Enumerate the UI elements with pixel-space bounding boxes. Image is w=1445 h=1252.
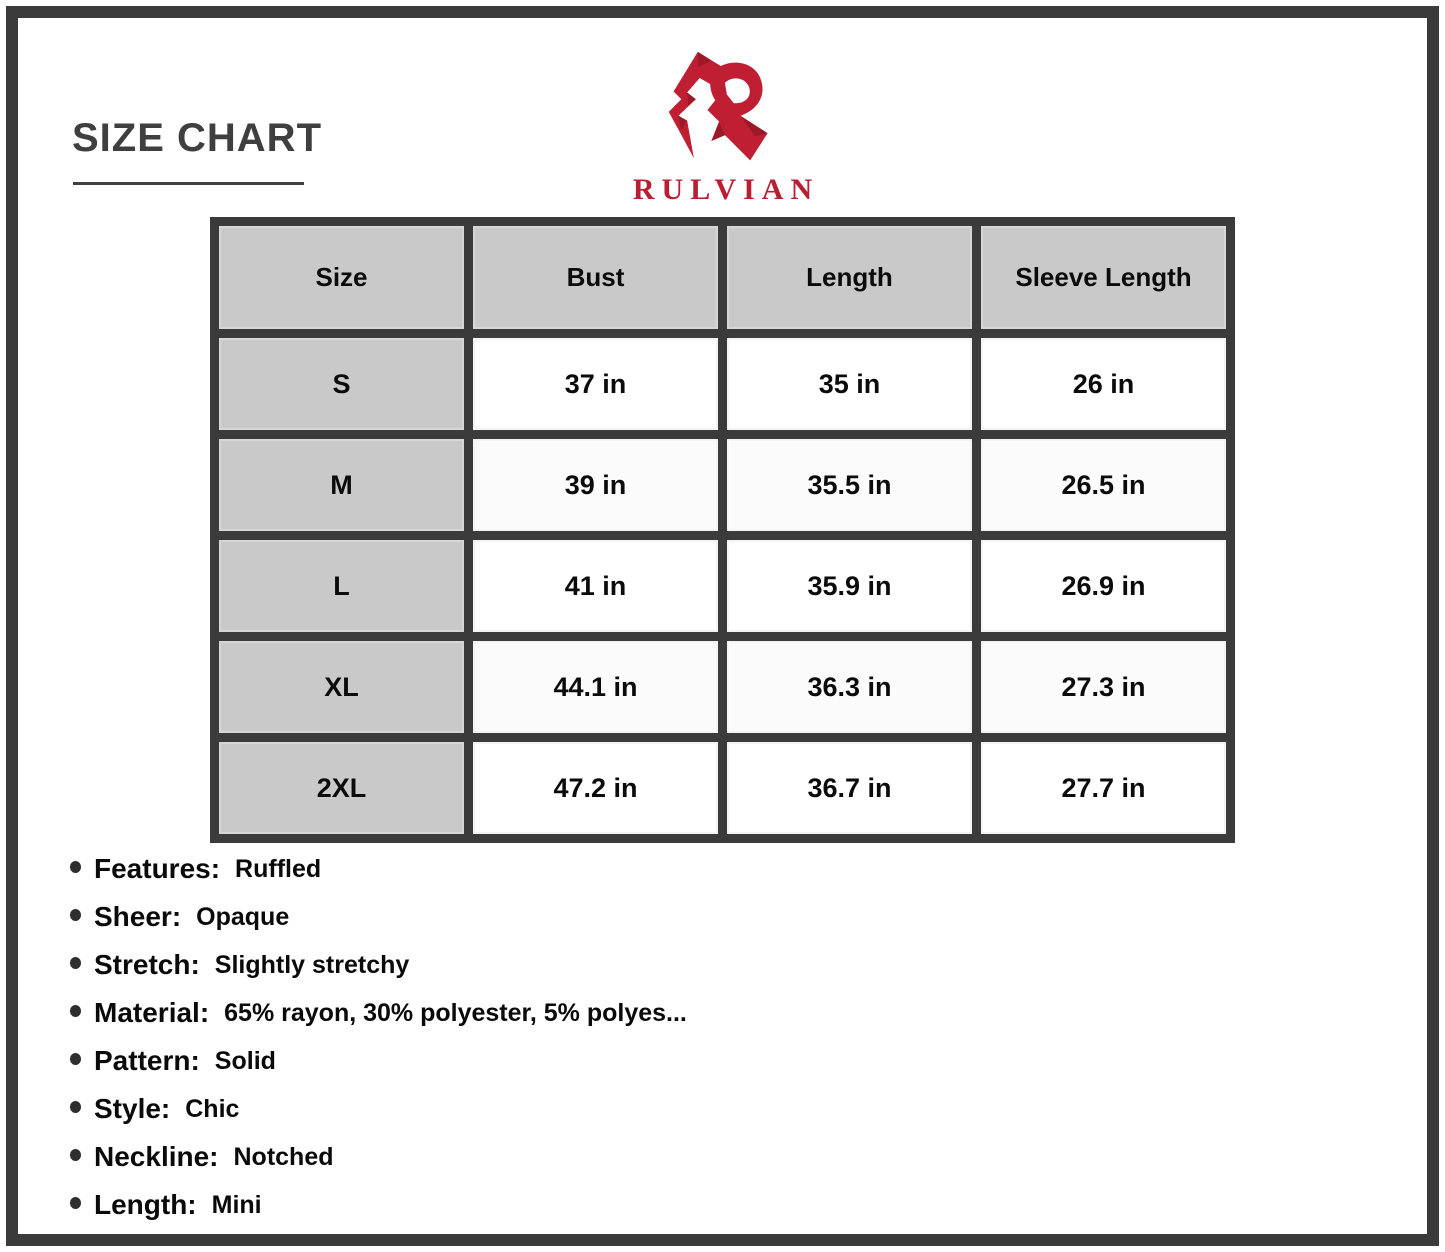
detail-item-material: Material: 65% rayon, 30% polyester, 5% p… [70,989,687,1037]
detail-label: Style: [94,1093,171,1124]
size-cell: 2XL [219,742,464,834]
bullet-icon [70,1101,81,1113]
bust-cell: 39 in [473,439,718,531]
detail-value: Mini [211,1190,262,1219]
detail-value: Solid [214,1046,276,1075]
size-cell: XL [219,641,464,733]
sleeve-length-cell: 26.9 in [981,540,1226,632]
table-row: 2XL 47.2 in 36.7 in 27.7 in [219,742,1226,834]
bullet-icon [70,1053,81,1065]
col-header-bust: Bust [473,226,718,329]
detail-item-stretch: Stretch: Slightly stretchy [70,941,687,989]
detail-label: Material: [94,997,210,1028]
title-underline [73,182,304,185]
detail-value: Notched [233,1142,334,1171]
table-row: S 37 in 35 in 26 in [219,338,1226,430]
table-header-row: Size Bust Length Sleeve Length [219,226,1226,329]
detail-value: 65% rayon, 30% polyester, 5% polyes... [224,998,687,1027]
product-details-list: Features: Ruffled Sheer: Opaque Stretch:… [70,845,687,1229]
detail-value: Opaque [196,902,290,931]
detail-label: Features: [94,853,221,884]
detail-item-length: Length: Mini [70,1181,687,1229]
size-cell: S [219,338,464,430]
page-title: SIZE CHART [72,116,322,160]
size-table: Size Bust Length Sleeve Length S 37 in 3… [210,217,1235,843]
brand-logo: RULVIAN [595,46,850,207]
detail-label: Neckline: [94,1141,219,1172]
bust-cell: 37 in [473,338,718,430]
bullet-icon [70,909,81,921]
sleeve-length-cell: 26 in [981,338,1226,430]
length-cell: 35.9 in [727,540,972,632]
col-header-size: Size [219,226,464,329]
length-cell: 36.7 in [727,742,972,834]
bullet-icon [70,861,81,873]
brand-name: RULVIAN [632,173,820,206]
table-row: M 39 in 35.5 in 26.5 in [219,439,1226,531]
sleeve-length-cell: 27.3 in [981,641,1226,733]
detail-item-features: Features: Ruffled [70,845,687,893]
sleeve-length-cell: 27.7 in [981,742,1226,834]
length-cell: 35 in [727,338,972,430]
col-header-sleeve-length: Sleeve Length [981,226,1226,329]
size-cell: L [219,540,464,632]
detail-value: Slightly stretchy [214,950,410,979]
detail-label: Stretch: [94,949,200,980]
detail-value: Chic [185,1094,240,1123]
detail-label: Pattern: [94,1045,200,1076]
length-cell: 35.5 in [727,439,972,531]
sleeve-length-cell: 26.5 in [981,439,1226,531]
detail-value: Ruffled [235,854,322,883]
table-row: XL 44.1 in 36.3 in 27.3 in [219,641,1226,733]
bullet-icon [70,1005,81,1017]
detail-item-neckline: Neckline: Notched [70,1133,687,1181]
detail-item-sheer: Sheer: Opaque [70,893,687,941]
detail-label: Length: [94,1189,197,1220]
bullet-icon [70,1149,81,1161]
detail-label: Sheer: [94,901,182,932]
detail-item-pattern: Pattern: Solid [70,1037,687,1085]
brand-r-mark-icon [668,51,768,161]
length-cell: 36.3 in [727,641,972,733]
bullet-icon [70,957,81,969]
detail-item-style: Style: Chic [70,1085,687,1133]
bust-cell: 47.2 in [473,742,718,834]
bullet-icon [70,1197,81,1209]
bust-cell: 41 in [473,540,718,632]
size-cell: M [219,439,464,531]
bust-cell: 44.1 in [473,641,718,733]
col-header-length: Length [727,226,972,329]
table-row: L 41 in 35.9 in 26.9 in [219,540,1226,632]
